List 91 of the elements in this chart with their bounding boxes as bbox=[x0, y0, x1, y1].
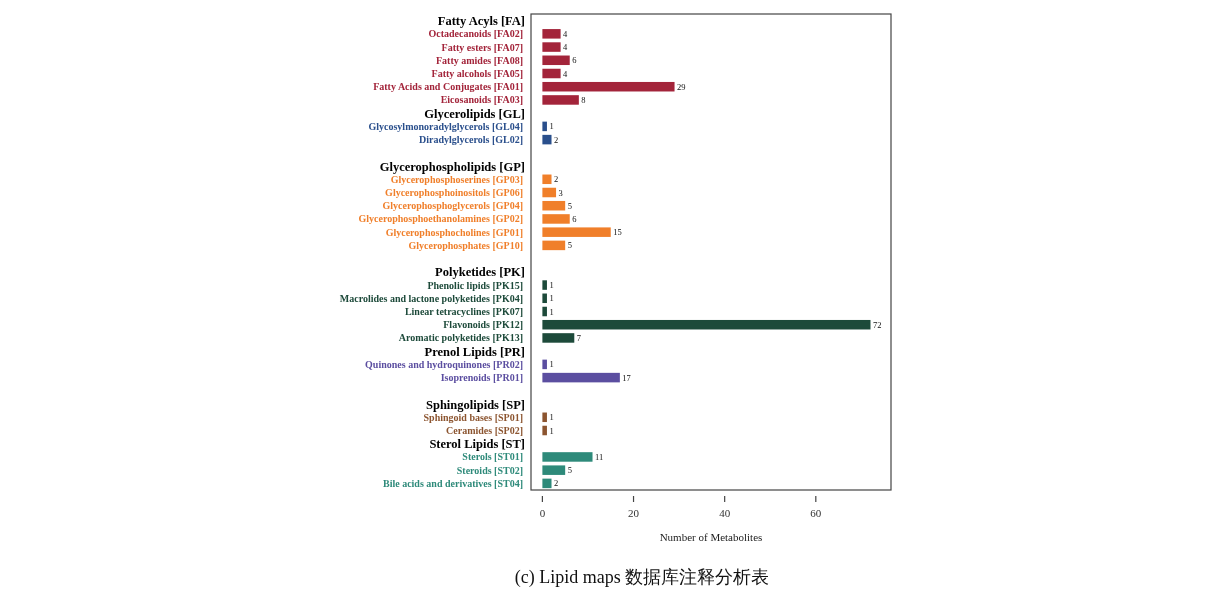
data-label: 1 bbox=[549, 280, 554, 291]
y-tick-label: Aromatic polyketides [PK13] bbox=[398, 332, 523, 344]
y-tick-label: Prenol Lipids [PR] bbox=[424, 344, 525, 359]
data-label: 7 bbox=[576, 332, 582, 343]
bar bbox=[542, 200, 566, 211]
y-tick-label: Phenolic lipids [PK15] bbox=[427, 279, 523, 291]
y-tick-label: Octadecanoids [FA02] bbox=[428, 28, 523, 40]
bar bbox=[542, 240, 566, 251]
bar bbox=[542, 412, 547, 423]
data-label: 4 bbox=[563, 42, 569, 53]
bar bbox=[542, 293, 547, 304]
data-label: 3 bbox=[558, 187, 563, 198]
y-tick-label: Quinones and hydroquinones [PR02] bbox=[365, 358, 523, 370]
y-tick-label: Glycerophosphocholines [GP01] bbox=[385, 226, 523, 238]
bar bbox=[542, 174, 552, 185]
bar bbox=[542, 319, 871, 330]
bar bbox=[542, 55, 570, 66]
y-tick-label: Glycerophosphoinositols [GP06] bbox=[385, 187, 523, 198]
x-tick-label: 60 bbox=[810, 507, 822, 519]
y-tick-label: Isoprenoids [PR01] bbox=[440, 372, 523, 384]
y-tick-label: Diradylglycerols [GL02] bbox=[419, 134, 523, 146]
data-label: 8 bbox=[581, 94, 586, 105]
data-label: 15 bbox=[613, 227, 622, 238]
y-tick-label: Macrolides and lactone polyketides [PK04] bbox=[339, 292, 523, 304]
bar bbox=[542, 425, 547, 436]
bar bbox=[542, 372, 620, 383]
data-label: 17 bbox=[622, 372, 631, 383]
x-axis-title: Number of Metabolites bbox=[659, 531, 763, 543]
data-label: 5 bbox=[567, 200, 572, 211]
x-tick-label: 20 bbox=[628, 507, 640, 519]
data-label: 1 bbox=[549, 293, 554, 304]
y-tick-label: Steroids [ST02] bbox=[456, 464, 523, 476]
data-label: 11 bbox=[595, 451, 604, 462]
data-label: 1 bbox=[549, 412, 554, 423]
y-tick-label: Polyketides [PK] bbox=[435, 265, 525, 280]
y-tick-label: Glycerolipids [GL] bbox=[424, 106, 525, 121]
bar bbox=[542, 478, 552, 489]
y-tick-label: Glycerophospholipids [GP] bbox=[379, 159, 525, 174]
y-tick-label: Fatty esters [FA07] bbox=[441, 41, 523, 53]
data-label: 1 bbox=[549, 425, 554, 436]
data-label: 1 bbox=[549, 306, 554, 317]
bar bbox=[542, 214, 570, 224]
y-tick-label: Eicosanoids [FA03] bbox=[440, 94, 523, 106]
y-tick-label: Sphingoid bases [SP01] bbox=[423, 411, 523, 423]
y-tick-label: Glycerophosphoserines [GP03] bbox=[390, 173, 523, 185]
data-label: 2 bbox=[554, 174, 559, 185]
y-tick-label: Glycerophosphoglycerols [GP04] bbox=[382, 200, 523, 212]
bar bbox=[542, 134, 552, 145]
x-tick-label: 40 bbox=[719, 507, 731, 519]
text: (c) Lipid maps 数据库注释分析表 bbox=[514, 567, 770, 588]
y-tick-label: Flavonoids [PK12] bbox=[443, 319, 523, 331]
y-tick-label: Sphingolipids [SP] bbox=[425, 397, 525, 412]
bar bbox=[542, 81, 675, 92]
bar bbox=[542, 452, 593, 462]
data-label: 4 bbox=[563, 28, 569, 39]
y-tick-label: Sterols [ST01] bbox=[462, 451, 523, 463]
bar bbox=[542, 187, 557, 198]
bar bbox=[542, 280, 547, 290]
y-tick-label: Glycerophosphates [GP10] bbox=[408, 239, 523, 251]
y-tick-label: Fatty Acyls [FA] bbox=[437, 14, 525, 29]
y-tick-label: Ceramides [SP02] bbox=[446, 425, 523, 436]
bar bbox=[542, 465, 566, 475]
bar bbox=[542, 68, 561, 79]
bar bbox=[542, 333, 575, 343]
data-label: 5 bbox=[567, 465, 572, 476]
bar bbox=[542, 121, 547, 132]
y-tick-label: Glycerophosphoethanolamines [GP02] bbox=[358, 213, 523, 225]
data-label: 6 bbox=[572, 55, 577, 66]
data-label: 72 bbox=[872, 319, 882, 330]
bar bbox=[542, 95, 579, 105]
data-label: 4 bbox=[563, 68, 569, 79]
bar bbox=[542, 29, 561, 39]
data-label: 29 bbox=[677, 81, 686, 92]
bar bbox=[542, 42, 561, 52]
data-label: 2 bbox=[554, 134, 559, 145]
data-label: 2 bbox=[554, 478, 559, 489]
data-label: 6 bbox=[572, 213, 577, 224]
data-label: 5 bbox=[567, 240, 572, 251]
x-tick-label: 0 bbox=[539, 507, 546, 519]
data-label: 1 bbox=[549, 359, 554, 370]
y-tick-label: Fatty alcohols [FA05] bbox=[431, 68, 523, 79]
y-tick-label: Fatty amides [FA08] bbox=[435, 54, 523, 66]
bar bbox=[542, 359, 547, 370]
data-label: 1 bbox=[549, 121, 554, 132]
bar bbox=[542, 227, 611, 237]
y-tick-label: Glycosylmonoradylglycerols [GL04] bbox=[368, 120, 523, 132]
bar bbox=[542, 306, 547, 317]
y-tick-label: Fatty Acids and Conjugates [FA01] bbox=[373, 81, 523, 93]
y-tick-label: Sterol Lipids [ST] bbox=[429, 437, 525, 452]
y-tick-label: Linear tetracyclines [PK07] bbox=[404, 306, 523, 317]
y-tick-label: Bile acids and derivatives [ST04] bbox=[382, 477, 523, 489]
